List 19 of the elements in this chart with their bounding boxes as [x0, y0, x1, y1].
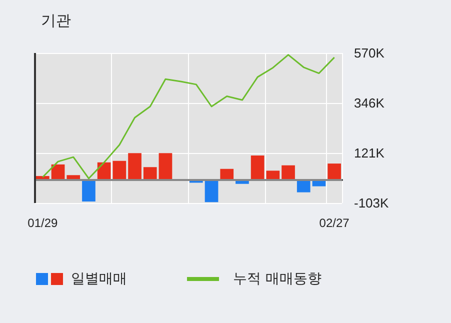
- line-series: [42, 54, 336, 180]
- legend-label: 누적 매매동향: [233, 270, 322, 288]
- y-tick-label: 570K: [354, 46, 385, 60]
- bar: [128, 153, 142, 180]
- bar: [158, 153, 172, 180]
- x-tick-label: 01/29: [28, 216, 58, 230]
- bar: [143, 167, 157, 180]
- chart-title: 기관: [41, 12, 71, 30]
- legend-label: 일별매매: [71, 270, 127, 288]
- bar: [204, 180, 218, 202]
- bar: [296, 180, 310, 192]
- bar: [328, 164, 341, 180]
- x-tick-label: 02/27: [319, 216, 350, 230]
- y-tick-label: 346K: [354, 95, 385, 110]
- bar: [282, 165, 295, 180]
- y-tick-label: -103K: [354, 196, 390, 210]
- bar: [82, 180, 96, 202]
- y-tick-label: 121K: [354, 146, 385, 161]
- bar: [220, 168, 234, 180]
